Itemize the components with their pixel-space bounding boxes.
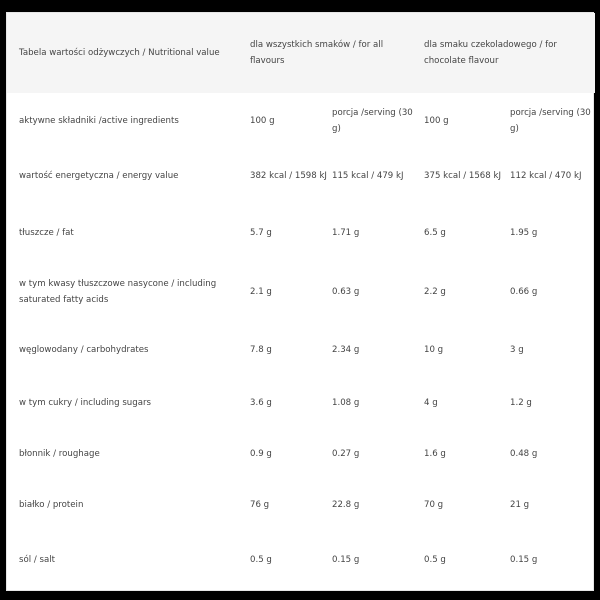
table-row: aktywne składniki /active ingredients 100… [7,93,595,148]
row-value: 0.63 g [332,287,360,297]
header-title: Tabela wartości odżywczych / Nutritional… [19,48,220,58]
table-row: błonnik / roughage 0.9 g 0.27 g 1.6 g 0.48 g [7,428,595,479]
row-value: 115 kcal / 479 kJ [332,170,404,181]
table-row: białko / protein 76 g 22.8 g 70 g 21 g [7,479,595,531]
row-value: 3 g [510,344,524,355]
row-value: porcja /serving (30 g) [332,107,413,134]
row-value: 1.95 g [510,228,538,238]
row-value: 0.27 g [332,448,360,459]
row-value: 3.6 g [250,398,272,408]
row-value: 7.8 g [250,344,272,355]
row-value: 100 g [250,115,275,126]
row-value: 1.08 g [332,398,360,408]
table-row: wartość energetyczna / energy value 382 k… [7,148,595,203]
table-header: Tabela wartości odżywczych / Nutritional… [7,13,596,93]
row-label: błonnik / roughage [19,448,100,459]
row-value: 22.8 g [332,500,360,510]
table-row: w tym kwasy tłuszczowe nasycone / includ… [7,263,595,321]
table-row: węglowodany / carbohydrates 7.8 g 2.34 g 10… [7,321,595,378]
row-value: 6.5 g [424,228,446,238]
row-value: 76 g [250,500,270,510]
row-value: 112 kcal / 470 kJ [510,170,582,181]
header-all-flavours: dla wszystkich smaków / for all flavours [250,40,384,66]
row-value: 375 kcal / 1568 kJ [424,170,501,181]
row-value: 0.5 g [250,554,272,565]
row-value: 2.34 g [332,344,360,355]
row-value: 1.2 g [510,398,532,408]
row-value: 21 g [510,500,530,510]
table-row: w tym cukry / including sugars 3.6 g 1.08 … [7,378,595,428]
table-row: tłuszcze / fat 5.7 g 1.71 g 6.5 g 1.95 g [7,203,595,263]
row-label: wartość energetyczna / energy value [19,170,179,181]
row-label: w tym cukry / including sugars [19,398,151,408]
header-chocolate-flavour: dla smaku czekoladowego / for chocolate … [424,40,557,66]
row-value: 0.48 g [510,448,538,459]
row-label: węglowodany / carbohydrates [19,344,149,355]
row-label: białko / protein [19,500,84,510]
row-value: 70 g [424,500,444,510]
row-label: w tym kwasy tłuszczowe nasycone / includ… [19,279,217,305]
row-label: tłuszcze / fat [19,228,74,238]
nutrition-panel: Tabela wartości odżywczych / Nutritional… [6,12,596,591]
row-value: 10 g [424,344,444,355]
nutrition-table: Tabela wartości odżywczych / Nutritional… [7,13,596,588]
row-value: 100 g [424,115,449,126]
row-value: 0.15 g [510,554,538,565]
row-value: 0.5 g [424,554,446,565]
row-value: 0.9 g [250,448,272,459]
row-value: 1.71 g [332,228,360,238]
row-value: 5.7 g [250,228,272,238]
row-value: 4 g [424,398,438,408]
row-label: sól / salt [19,554,55,565]
row-label: aktywne składniki /active ingredients [19,115,179,126]
row-value: 0.15 g [332,554,360,565]
row-value: 1.6 g [424,448,446,459]
row-value: 382 kcal / 1598 kJ [250,170,327,181]
table-row: sól / salt 0.5 g 0.15 g 0.5 g 0.15 g [7,531,595,588]
row-value: 2.2 g [424,287,446,297]
row-value: porcja /serving (30 g) [510,107,591,134]
row-value: 2.1 g [250,287,272,297]
row-value: 0.66 g [510,287,538,297]
